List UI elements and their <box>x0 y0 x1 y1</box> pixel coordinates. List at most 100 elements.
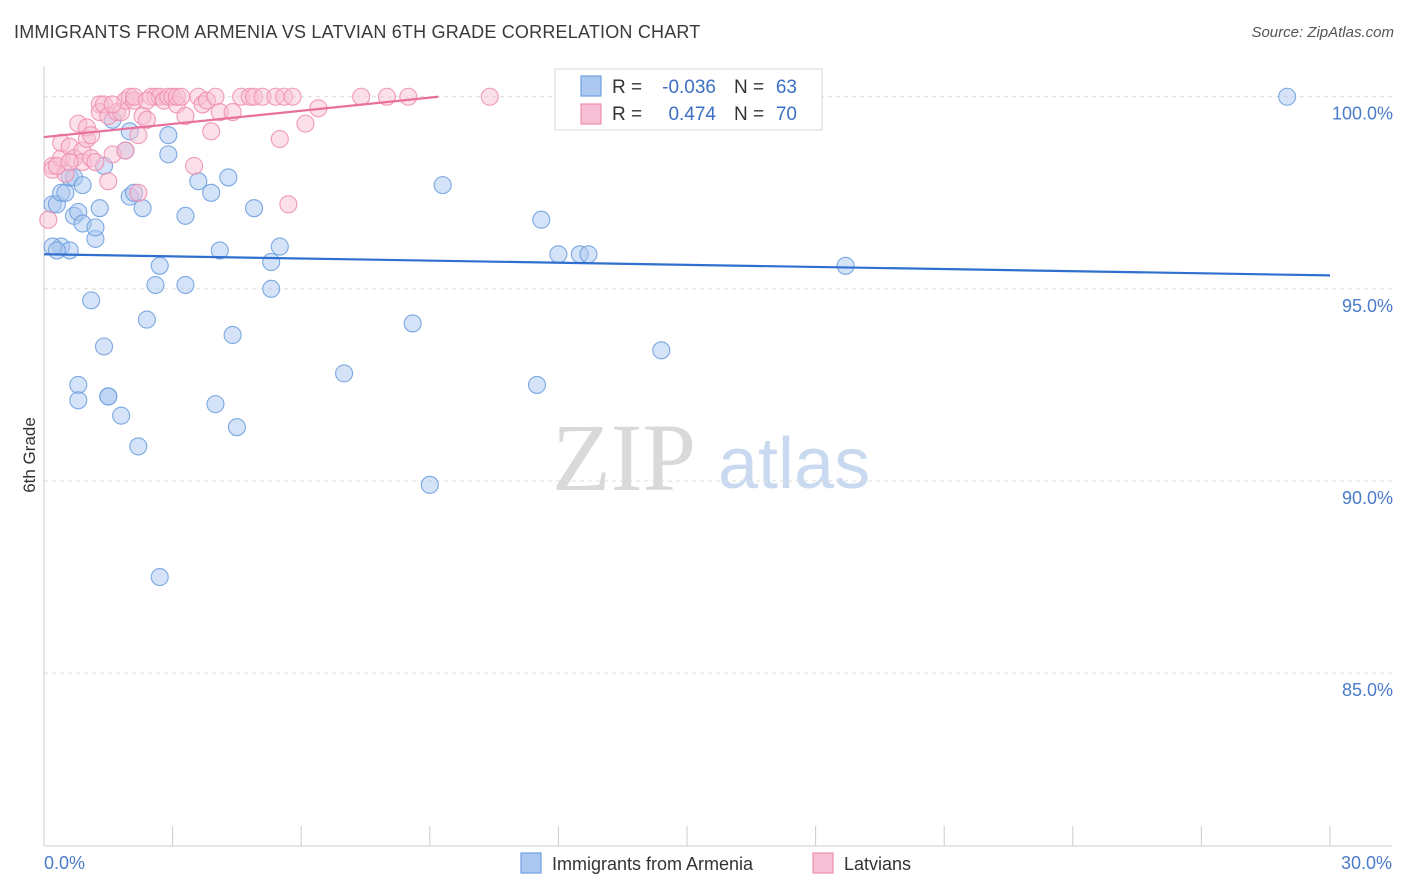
stats-legend: R = -0.036 N = 63 R = 0.474 N = 70 <box>554 68 823 131</box>
point-armenia-33 <box>176 275 195 295</box>
point-armenia-34 <box>176 206 195 225</box>
axes <box>43 66 1392 847</box>
watermark-zip: ZIP <box>552 404 696 511</box>
bottom-legend-label-latvians: Latvians <box>844 854 911 874</box>
trendlines <box>43 95 1331 277</box>
legend-n-value-latvians: 70 <box>776 104 797 125</box>
bottom-legend: Immigrants from Armenia Latvians <box>520 852 911 874</box>
point-armenia-12 <box>82 291 101 310</box>
point-armenia-55 <box>652 341 671 360</box>
point-armenia-42 <box>244 199 264 218</box>
point-latvians-41 <box>176 106 195 126</box>
point-armenia-36 <box>202 183 221 202</box>
point-armenia-41 <box>227 418 246 437</box>
point-armenia-47 <box>403 314 422 333</box>
point-latvians-68 <box>137 91 156 110</box>
point-armenia-40 <box>223 325 242 345</box>
point-armenia-56 <box>836 256 855 275</box>
point-armenia-46 <box>335 364 354 383</box>
point-latvians-47 <box>206 87 225 106</box>
point-armenia-48 <box>420 475 439 494</box>
gridlines <box>44 96 1392 674</box>
legend-n-label-armenia: N = <box>734 77 764 98</box>
y-tick-labels: 100.0% 95.0% 90.0% 85.0% <box>1332 104 1393 700</box>
bottom-legend-label-armenia: Immigrants from Armenia <box>552 854 754 874</box>
chart-source: Source: ZipAtlas.com <box>1251 24 1394 41</box>
point-armenia-50 <box>527 375 547 394</box>
point-latvians-14 <box>86 153 105 172</box>
y-tick-label-3: 85.0% <box>1342 680 1393 700</box>
point-armenia-28 <box>146 275 165 295</box>
point-latvians-42 <box>184 156 204 175</box>
legend-n-value-armenia: 63 <box>776 77 797 98</box>
point-armenia-39 <box>219 168 238 187</box>
point-armenia-37 <box>206 395 225 414</box>
bottom-legend-swatch-armenia <box>520 852 542 874</box>
point-armenia-60 <box>69 375 88 394</box>
point-latvians-55 <box>270 129 289 149</box>
point-armenia-43 <box>262 279 281 298</box>
y-tick-label-2: 90.0% <box>1342 488 1393 508</box>
point-armenia-54 <box>579 245 598 264</box>
point-latvians-59 <box>296 114 315 133</box>
point-armenia-4 <box>56 183 75 202</box>
point-armenia-29 <box>150 256 169 275</box>
point-armenia-31 <box>159 145 178 164</box>
legend-swatch-armenia <box>580 75 602 97</box>
point-armenia-57 <box>1278 87 1297 106</box>
point-armenia-62 <box>99 387 118 406</box>
x-tick-label-max: 30.0% <box>1341 853 1392 873</box>
point-latvians-69 <box>103 95 122 114</box>
point-armenia-15 <box>90 199 109 218</box>
point-latvians-46 <box>202 122 221 141</box>
trendline-latvians <box>43 95 439 139</box>
point-latvians-63 <box>399 87 418 106</box>
legend-swatch-latvians <box>580 103 602 125</box>
point-latvians-28 <box>129 126 148 145</box>
point-latvians-19 <box>99 172 118 191</box>
point-armenia-14 <box>86 218 105 237</box>
point-armenia-20 <box>112 406 131 425</box>
chart-title: IMMIGRANTS FROM ARMENIA VS LATVIAN 6TH G… <box>14 22 701 42</box>
point-armenia-49 <box>433 176 452 195</box>
point-latvians-61 <box>352 87 371 106</box>
watermark-atlas: atlas <box>718 424 870 504</box>
trendline-armenia <box>43 253 1331 277</box>
y-tick-label-1: 95.0% <box>1342 296 1393 316</box>
point-latvians-67 <box>82 126 101 145</box>
point-armenia-61 <box>69 391 88 410</box>
y-axis-label: 6th Grade <box>20 417 39 493</box>
legend-r-value-latvians: 0.474 <box>668 104 716 125</box>
point-latvians-58 <box>283 87 302 106</box>
point-armenia-51 <box>532 210 551 229</box>
point-latvians-31 <box>137 110 156 129</box>
legend-n-label-latvians: N = <box>734 104 764 125</box>
point-armenia-10 <box>73 176 92 195</box>
point-armenia-17 <box>94 337 114 356</box>
point-armenia-25 <box>129 437 148 456</box>
legend-r-value-armenia: -0.036 <box>662 77 716 98</box>
legend-r-label-armenia: R = <box>612 77 642 98</box>
series-latvians <box>39 87 499 229</box>
x-tick-label-min: 0.0% <box>44 853 85 873</box>
point-latvians-29 <box>129 183 148 202</box>
point-armenia-38 <box>210 241 229 260</box>
point-latvians-23 <box>116 141 135 160</box>
legend-r-label-latvians: R = <box>612 104 642 125</box>
point-armenia-32 <box>159 126 178 145</box>
point-latvians-66 <box>60 153 79 172</box>
point-latvians-40 <box>172 87 191 106</box>
y-tick-label-0: 100.0% <box>1332 104 1393 124</box>
point-latvians-0 <box>39 210 58 229</box>
point-armenia-59 <box>47 241 66 260</box>
point-armenia-30 <box>150 567 169 587</box>
point-armenia-27 <box>137 310 156 329</box>
point-latvians-57 <box>279 195 298 214</box>
point-armenia-45 <box>270 237 289 256</box>
bottom-legend-swatch-latvians <box>812 852 834 874</box>
point-armenia-52 <box>549 245 568 264</box>
point-latvians-64 <box>480 87 499 106</box>
point-armenia-44 <box>262 252 281 272</box>
point-armenia-26 <box>133 199 152 218</box>
